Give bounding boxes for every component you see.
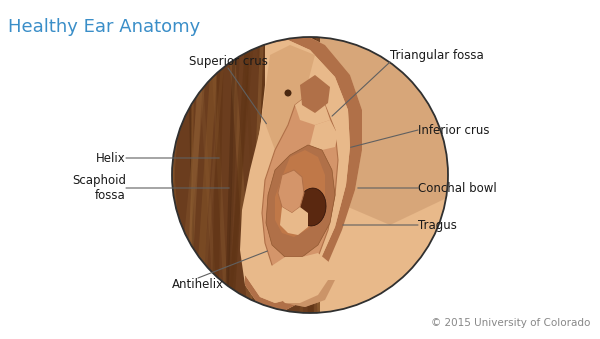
Polygon shape — [265, 253, 335, 307]
Ellipse shape — [298, 188, 326, 226]
Text: Healthy Ear Anatomy: Healthy Ear Anatomy — [8, 18, 200, 36]
Polygon shape — [242, 40, 350, 303]
Polygon shape — [295, 95, 330, 125]
Text: Superior crus: Superior crus — [188, 55, 268, 68]
Polygon shape — [320, 32, 453, 318]
Text: © 2015 University of Colorado: © 2015 University of Colorado — [431, 318, 590, 328]
Text: Conchal bowl: Conchal bowl — [418, 181, 497, 195]
Polygon shape — [262, 95, 338, 277]
Polygon shape — [240, 30, 362, 313]
Circle shape — [172, 37, 448, 313]
Polygon shape — [262, 45, 315, 150]
Polygon shape — [285, 280, 335, 307]
Polygon shape — [280, 207, 308, 235]
Polygon shape — [278, 170, 304, 213]
Text: Inferior crus: Inferior crus — [418, 123, 490, 137]
Polygon shape — [300, 75, 330, 113]
Polygon shape — [275, 150, 325, 237]
Text: Triangular fossa: Triangular fossa — [390, 49, 484, 62]
Text: Tragus: Tragus — [418, 219, 457, 232]
Text: Antihelix: Antihelix — [172, 278, 224, 291]
Circle shape — [284, 89, 292, 97]
Polygon shape — [320, 32, 453, 225]
Polygon shape — [310, 120, 338, 150]
Text: Scaphoid
fossa: Scaphoid fossa — [72, 174, 126, 202]
Text: Helix: Helix — [96, 152, 126, 164]
Polygon shape — [266, 145, 335, 257]
Polygon shape — [245, 30, 362, 313]
